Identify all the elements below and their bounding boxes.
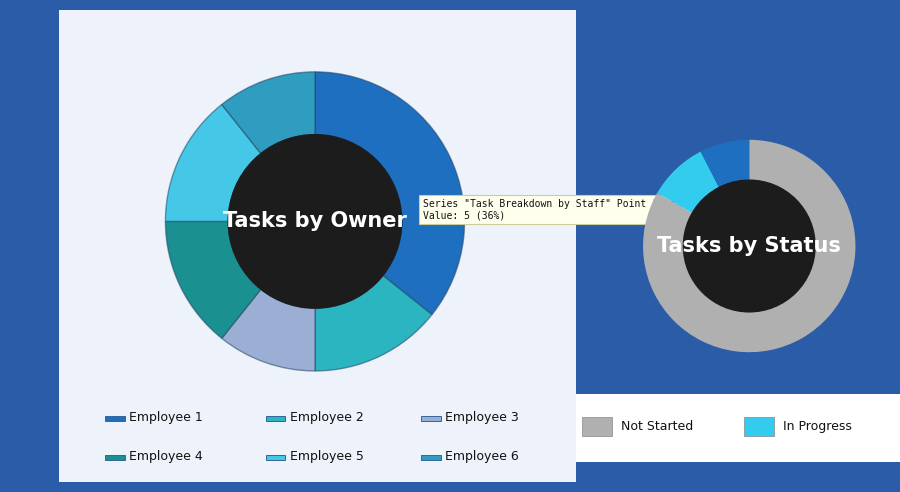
- Wedge shape: [700, 140, 750, 187]
- Text: Employee 5: Employee 5: [290, 450, 364, 463]
- Wedge shape: [657, 152, 719, 213]
- Text: Series "Task Breakdown by Staff" Point "Employee 1"
Value: 5 (36%): Series "Task Breakdown by Staff" Point "…: [423, 199, 723, 220]
- Text: In Progress: In Progress: [783, 420, 852, 433]
- Wedge shape: [315, 72, 464, 315]
- Text: Employee 6: Employee 6: [445, 450, 518, 463]
- Circle shape: [229, 135, 401, 308]
- Wedge shape: [315, 276, 432, 371]
- Wedge shape: [166, 104, 261, 221]
- Text: Employee 3: Employee 3: [445, 411, 518, 424]
- Bar: [582, 417, 612, 436]
- Text: Tasks by Owner: Tasks by Owner: [223, 212, 407, 231]
- FancyBboxPatch shape: [53, 5, 581, 487]
- Wedge shape: [221, 289, 315, 371]
- Bar: [744, 417, 774, 436]
- Text: Employee 1: Employee 1: [130, 411, 203, 424]
- Bar: [266, 455, 285, 460]
- Text: Employee 4: Employee 4: [130, 450, 203, 463]
- Bar: [105, 455, 125, 460]
- Bar: [420, 455, 441, 460]
- Bar: [266, 416, 285, 421]
- Wedge shape: [221, 72, 315, 154]
- Text: Tasks by Status: Tasks by Status: [657, 236, 842, 256]
- Bar: [105, 416, 125, 421]
- Wedge shape: [644, 140, 855, 352]
- Text: Employee 2: Employee 2: [290, 411, 364, 424]
- Circle shape: [683, 180, 815, 312]
- Bar: [420, 416, 441, 421]
- Text: Not Started: Not Started: [621, 420, 694, 433]
- Wedge shape: [166, 221, 261, 338]
